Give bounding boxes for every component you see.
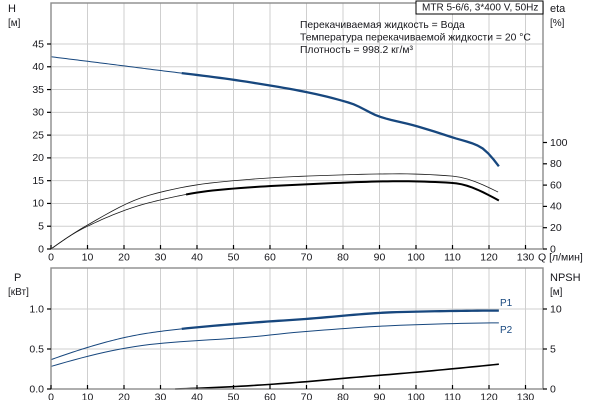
svg-text:5: 5	[38, 221, 44, 233]
svg-text:10: 10	[32, 198, 44, 210]
svg-text:30: 30	[155, 252, 167, 264]
svg-text:40: 40	[191, 392, 203, 400]
svg-text:H: H	[8, 3, 16, 15]
svg-text:10: 10	[82, 392, 94, 400]
svg-text:60: 60	[550, 179, 562, 191]
svg-text:[кВт]: [кВт]	[8, 287, 29, 298]
svg-text:30: 30	[32, 107, 44, 119]
svg-text:80: 80	[337, 392, 349, 400]
svg-text:130: 130	[517, 252, 535, 264]
svg-text:40: 40	[550, 201, 562, 213]
svg-text:100: 100	[407, 252, 425, 264]
svg-text:35: 35	[32, 84, 44, 96]
svg-text:120: 120	[480, 392, 498, 400]
svg-text:25: 25	[32, 129, 44, 141]
svg-text:80: 80	[550, 158, 562, 170]
svg-text:20: 20	[118, 392, 130, 400]
svg-text:0: 0	[38, 243, 44, 255]
svg-text:Температура перекачиваемой жид: Температура перекачиваемой жидкости = 20…	[300, 33, 531, 44]
svg-text:40: 40	[191, 252, 203, 264]
svg-text:50: 50	[228, 392, 240, 400]
svg-text:10: 10	[82, 252, 94, 264]
svg-text:0: 0	[48, 252, 54, 264]
svg-text:Плотность = 998.2 кг/м³: Плотность = 998.2 кг/м³	[300, 45, 413, 56]
svg-text:90: 90	[374, 392, 386, 400]
svg-text:P: P	[14, 272, 21, 284]
svg-text:60: 60	[264, 392, 276, 400]
svg-text:20: 20	[32, 152, 44, 164]
svg-text:[м]: [м]	[550, 287, 563, 298]
svg-text:15: 15	[32, 175, 44, 187]
svg-text:[%]: [%]	[550, 18, 565, 29]
svg-text:Q [л/мин]: Q [л/мин]	[538, 252, 583, 264]
svg-text:0.5: 0.5	[29, 343, 44, 355]
svg-text:eta: eta	[550, 3, 566, 15]
svg-text:20: 20	[550, 222, 562, 234]
svg-text:70: 70	[301, 252, 313, 264]
svg-text:1.0: 1.0	[29, 303, 44, 315]
svg-text:5: 5	[550, 343, 556, 355]
svg-text:130: 130	[517, 392, 535, 400]
svg-text:80: 80	[337, 252, 349, 264]
svg-text:NPSH: NPSH	[550, 272, 581, 284]
svg-text:0: 0	[48, 392, 54, 400]
svg-text:40: 40	[32, 61, 44, 73]
svg-text:[м]: [м]	[8, 18, 21, 29]
svg-text:120: 120	[480, 252, 498, 264]
svg-text:0.0: 0.0	[29, 383, 44, 395]
svg-text:P2: P2	[500, 325, 513, 336]
svg-text:30: 30	[155, 392, 167, 400]
svg-text:110: 110	[444, 392, 461, 400]
svg-text:10: 10	[550, 303, 562, 315]
svg-text:60: 60	[264, 252, 276, 264]
svg-text:100: 100	[550, 137, 568, 149]
svg-text:P1: P1	[500, 298, 513, 309]
svg-text:MTR 5-6/6, 3*400 V, 50Hz: MTR 5-6/6, 3*400 V, 50Hz	[422, 3, 538, 14]
svg-text:110: 110	[444, 252, 461, 264]
svg-text:45: 45	[32, 38, 44, 50]
svg-text:0: 0	[550, 383, 556, 395]
svg-text:90: 90	[374, 252, 386, 264]
svg-text:70: 70	[301, 392, 313, 400]
svg-text:50: 50	[228, 252, 240, 264]
svg-text:100: 100	[407, 392, 425, 400]
svg-text:Перекачиваемая жидкость = Вода: Перекачиваемая жидкость = Вода	[300, 20, 465, 31]
svg-text:20: 20	[118, 252, 130, 264]
